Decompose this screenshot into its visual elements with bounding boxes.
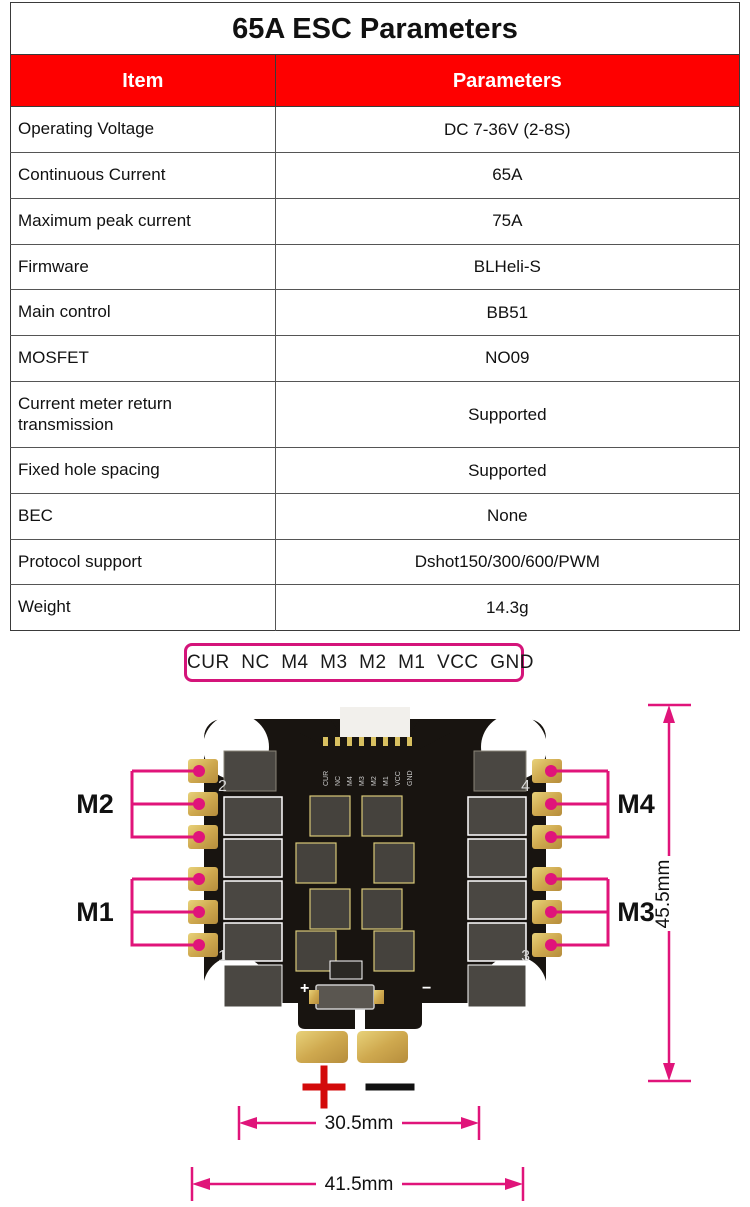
svg-text:41.5mm: 41.5mm	[325, 1174, 394, 1195]
svg-text:M2: M2	[371, 776, 378, 786]
svg-text:CUR: CUR	[323, 771, 330, 786]
svg-text:M1: M1	[383, 776, 390, 786]
svg-text:NC: NC	[335, 776, 342, 786]
svg-text:+: +	[300, 980, 309, 997]
svg-text:45.5mm: 45.5mm	[653, 860, 674, 929]
svg-text:30.5mm: 30.5mm	[325, 1113, 394, 1134]
svg-text:−: −	[422, 980, 431, 997]
svg-text:4: 4	[521, 778, 530, 795]
svg-text:M1: M1	[76, 897, 114, 927]
svg-text:M3: M3	[617, 897, 655, 927]
svg-text:M2: M2	[76, 789, 114, 819]
svg-text:3: 3	[521, 948, 530, 965]
svg-text:1: 1	[218, 948, 227, 965]
svg-text:M3: M3	[359, 776, 366, 786]
svg-text:GND: GND	[407, 770, 414, 786]
svg-text:2: 2	[218, 778, 227, 795]
svg-text:M4: M4	[347, 776, 354, 786]
svg-text:M4: M4	[617, 789, 655, 819]
svg-text:VCC: VCC	[395, 771, 402, 786]
